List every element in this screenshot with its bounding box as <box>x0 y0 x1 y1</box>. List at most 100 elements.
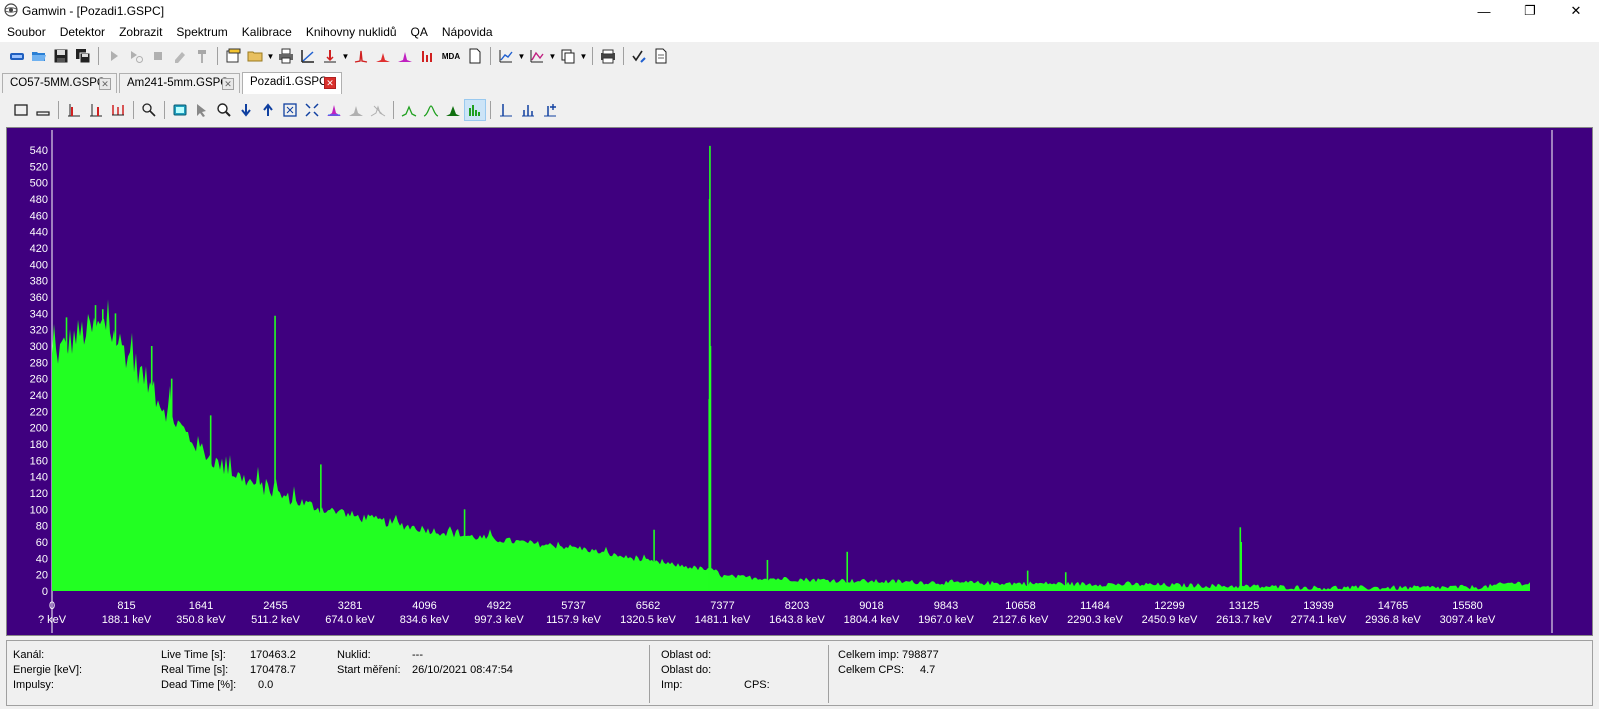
close-button[interactable]: ✕ <box>1570 3 1582 18</box>
x-tick-channel: 7377 <box>710 600 734 612</box>
tab-close-icon[interactable]: ✕ <box>99 78 111 90</box>
y-tick-label: 380 <box>30 276 48 288</box>
tab-label: Am241-5mm.GSPC <box>127 77 229 89</box>
expand-icon[interactable] <box>301 99 323 121</box>
menu-detektor[interactable]: Detektor <box>59 25 106 39</box>
mda-button[interactable]: MDA <box>441 51 461 61</box>
menu-zobrazit[interactable]: Zobrazit <box>119 25 163 39</box>
y-tick-label: 60 <box>36 537 48 549</box>
display-icon[interactable] <box>169 99 191 121</box>
stop-icon[interactable] <box>147 45 169 67</box>
imp-label: Imp: <box>661 679 683 691</box>
save-icon[interactable] <box>50 45 72 67</box>
x-tick-channel: 13125 <box>1229 600 1260 612</box>
copy-dropdown-icon[interactable]: ▼ <box>579 51 588 61</box>
channel-label: Kanál: <box>13 649 45 661</box>
roi-right-icon[interactable] <box>85 99 107 121</box>
folder-icon[interactable] <box>244 45 266 67</box>
blue-peak-icon[interactable] <box>495 99 517 121</box>
properties-icon[interactable] <box>222 45 244 67</box>
tab-pozadi1[interactable]: Pozadi1.GSPC ✕ <box>242 72 342 94</box>
menu-knihovny-nuklidu[interactable]: Knihovny nuklidů <box>305 25 397 39</box>
graph-icon[interactable] <box>495 45 517 67</box>
fit-icon[interactable] <box>279 99 301 121</box>
status-divider <box>649 645 650 703</box>
menu-spektrum[interactable]: Spektrum <box>176 25 228 39</box>
graph-compare-dropdown-icon[interactable]: ▼ <box>548 51 557 61</box>
calibration-icon[interactable] <box>297 45 319 67</box>
arrow-up-icon[interactable] <box>257 99 279 121</box>
smooth-spectrum-icon[interactable] <box>420 99 442 121</box>
spectrum-chart[interactable]: 0 20 40 60 80 100 120 140 160 180 200 220 240 260 280 3… <box>6 127 1593 636</box>
line-spectrum-icon[interactable] <box>398 99 420 121</box>
red-bars-icon[interactable] <box>416 45 438 67</box>
notes-icon[interactable] <box>650 45 672 67</box>
spectrum-plot[interactable]: 0 20 40 60 80 100 120 140 160 180 200 220 240 260 280 3… <box>7 128 1592 635</box>
graph-compare-icon[interactable] <box>526 45 548 67</box>
x-tick-energy: 997.3 keV <box>474 614 524 626</box>
detector-icon[interactable] <box>6 45 28 67</box>
roi-multi-icon[interactable] <box>107 99 129 121</box>
frame-icon[interactable] <box>10 99 32 121</box>
color-peak-icon[interactable] <box>323 99 345 121</box>
graph-dropdown-icon[interactable]: ▼ <box>517 51 526 61</box>
nuclide-label: Nuklid: <box>337 649 371 661</box>
y-tick-label: 420 <box>30 243 48 255</box>
peak-dropdown-icon[interactable]: ▼ <box>341 51 350 61</box>
arrow-down-icon[interactable] <box>235 99 257 121</box>
cursor-icon[interactable] <box>191 99 213 121</box>
check-edit-icon[interactable] <box>628 45 650 67</box>
gray-peak-icon[interactable] <box>345 99 367 121</box>
gray-peak-off-icon[interactable] <box>367 99 389 121</box>
peak-marker-icon[interactable] <box>319 45 341 67</box>
x-tick-energy: 1157.9 keV <box>546 614 602 626</box>
y-tick-label: 180 <box>30 439 48 451</box>
filled-spectrum-icon[interactable] <box>442 99 464 121</box>
folder-dropdown-icon[interactable]: ▼ <box>266 51 275 61</box>
x-tick-energy: 1643.8 keV <box>769 614 825 626</box>
red-peak-fill-icon[interactable] <box>372 45 394 67</box>
magenta-peak-icon[interactable] <box>394 45 416 67</box>
main-toolbar: ▼ ▼ MDA ▼ ▼ ▼ <box>0 44 1599 68</box>
open-folder-icon[interactable] <box>28 45 50 67</box>
copy-icon[interactable] <box>557 45 579 67</box>
x-tick-channel: 13939 <box>1303 600 1334 612</box>
zoom-icon[interactable] <box>213 99 235 121</box>
play-timer-icon[interactable] <box>125 45 147 67</box>
bar-spectrum-icon[interactable] <box>464 99 486 121</box>
app-logo-icon <box>4 3 18 17</box>
roi-left-icon[interactable] <box>63 99 85 121</box>
tab-co57[interactable]: CO57-5MM.GSPC ✕ <box>2 73 117 93</box>
x-tick-energy: 2290.3 keV <box>1067 614 1123 626</box>
x-tick-channel: 15580 <box>1452 600 1483 612</box>
blue-peaks-icon[interactable] <box>517 99 539 121</box>
y-tick-label: 480 <box>30 194 48 206</box>
print-preview-icon[interactable] <box>597 45 619 67</box>
menu-soubor[interactable]: Soubor <box>7 25 46 39</box>
baseline-icon[interactable] <box>32 99 54 121</box>
play-icon[interactable] <box>103 45 125 67</box>
print-icon[interactable] <box>275 45 297 67</box>
menu-qa[interactable]: QA <box>410 25 428 39</box>
tab-close-icon[interactable]: ✕ <box>222 78 234 90</box>
x-tick-energy: 188.1 keV <box>102 614 152 626</box>
tab-am241[interactable]: Am241-5mm.GSPC ✕ <box>119 73 240 93</box>
red-peak-icon[interactable] <box>350 45 372 67</box>
x-tick-channel: 0 <box>49 600 55 612</box>
add-peak-icon[interactable] <box>539 99 561 121</box>
eraser-icon[interactable] <box>169 45 191 67</box>
x-tick-energy: 834.6 keV <box>400 614 450 626</box>
menu-napovida[interactable]: Nápovida <box>441 25 493 39</box>
save-all-icon[interactable] <box>72 45 94 67</box>
document-tabs: CO57-5MM.GSPC ✕ Am241-5mm.GSPC ✕ Pozadi1… <box>0 72 1599 94</box>
report-icon[interactable] <box>464 45 486 67</box>
y-tick-label: 460 <box>30 210 48 222</box>
menu-kalibrace[interactable]: Kalibrace <box>241 25 292 39</box>
roi-search-icon[interactable] <box>138 99 160 121</box>
restore-button[interactable]: ❐ <box>1524 3 1536 18</box>
hammer-icon[interactable] <box>191 45 213 67</box>
y-tick-label: 520 <box>30 161 48 173</box>
y-tick-label: 140 <box>30 472 48 484</box>
tab-close-icon[interactable]: ✕ <box>324 77 336 89</box>
minimize-button[interactable]: — <box>1477 3 1491 19</box>
